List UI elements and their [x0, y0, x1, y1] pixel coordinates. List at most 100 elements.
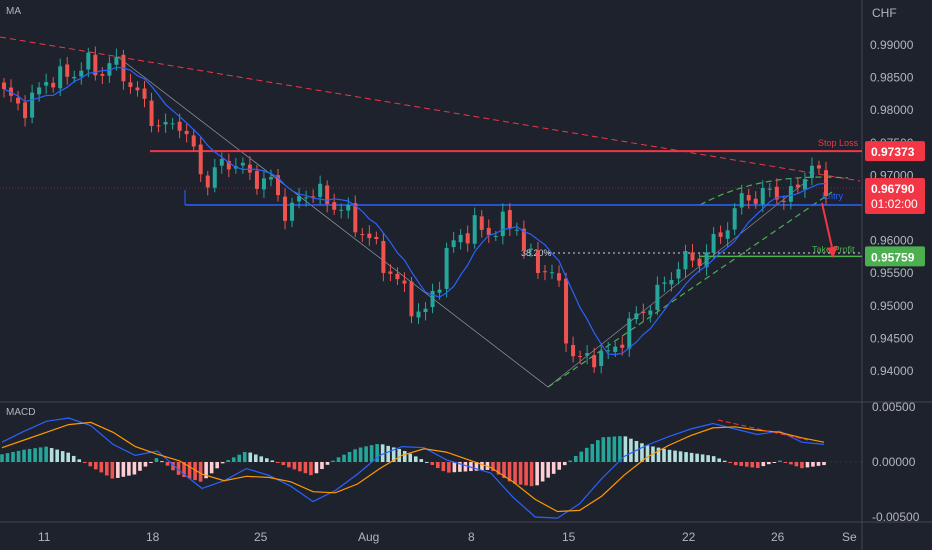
macd-histogram-bar	[127, 462, 131, 476]
macd-histogram-bar	[695, 453, 699, 462]
macd-histogram-bar	[573, 455, 578, 462]
macd-histogram-bar	[535, 462, 539, 486]
stop-loss-price-tag	[865, 141, 925, 162]
descending-trendline	[0, 36, 861, 182]
candle-body	[578, 356, 583, 358]
macd-histogram-bar	[0, 454, 4, 462]
candle-body	[367, 233, 372, 239]
candle-body	[732, 208, 737, 230]
macd-histogram-bar	[480, 462, 484, 471]
macd-histogram-bar	[794, 462, 799, 467]
macd-histogram-bar	[397, 448, 402, 462]
macd-histogram-bar	[292, 462, 297, 470]
macd-histogram-bar	[436, 462, 440, 469]
macd-histogram-bar	[430, 462, 435, 466]
candle-body	[648, 310, 653, 315]
macd-histogram-bar	[601, 437, 606, 462]
macd-histogram-bar	[105, 462, 109, 476]
macd-histogram-bar	[744, 462, 749, 467]
macd-histogram-bar	[171, 462, 175, 471]
candle-body	[493, 236, 498, 238]
macd-histogram-bar	[789, 462, 793, 465]
macd-divergence-line	[717, 419, 809, 441]
macd-line	[1, 417, 825, 519]
take-profit-price-text: 0.95759	[871, 250, 915, 264]
candle-body	[824, 170, 828, 196]
ascending-trendline	[547, 191, 833, 388]
macd-histogram-bar	[722, 460, 727, 462]
projection-arrow-line	[821, 202, 834, 253]
x-tick-label: 25	[254, 530, 268, 544]
candle-body	[781, 200, 786, 202]
macd-histogram-bar	[518, 462, 523, 485]
macd-histogram-bar	[529, 462, 534, 487]
candle-body	[254, 170, 259, 189]
macd-histogram-bar	[524, 462, 528, 486]
candle-body	[219, 159, 224, 166]
candle-body	[655, 284, 660, 310]
macd-histogram-bar	[99, 462, 104, 473]
candle-body	[276, 175, 280, 196]
candle-body	[44, 82, 49, 86]
macd-histogram-bar	[700, 454, 705, 462]
candle-body	[430, 290, 435, 308]
candle-body	[170, 123, 175, 125]
candle-body	[479, 216, 484, 230]
macd-histogram-bar	[298, 462, 302, 472]
macd-histogram-bar	[474, 462, 479, 471]
macd-histogram-bar	[253, 454, 258, 462]
macd-histogram-bar	[816, 462, 821, 466]
candle-body	[318, 183, 323, 197]
macd-histogram-bar	[33, 448, 37, 462]
macd-histogram-bar	[231, 457, 236, 462]
macd-histogram-bar	[502, 462, 506, 478]
macd-histogram-bar	[309, 462, 313, 476]
candle-body	[697, 258, 702, 267]
candle-body	[79, 70, 84, 77]
candle-body	[346, 205, 351, 211]
macd-histogram-bar	[342, 454, 346, 462]
macd-histogram-bar	[215, 462, 219, 469]
macd-histogram-bar	[540, 462, 545, 482]
macd-histogram-bar	[761, 462, 766, 467]
macd-histogram-bar	[380, 444, 385, 462]
y-tick-label: 0.98000	[870, 103, 914, 117]
macd-histogram-bar	[364, 446, 368, 462]
y-tick-label: 0.95000	[870, 299, 914, 313]
macd-histogram-bar	[60, 451, 65, 462]
macd-histogram-bar	[684, 452, 688, 462]
candle-body	[472, 215, 477, 244]
candle-body	[212, 167, 217, 188]
macd-histogram-bar	[755, 462, 760, 469]
candle-body	[156, 125, 161, 127]
candle-body	[676, 269, 681, 279]
x-tick-label: 18	[146, 530, 160, 544]
candle-body	[93, 54, 98, 76]
macd-histogram-bar	[805, 462, 810, 468]
candle-body	[634, 313, 639, 320]
macd-histogram-bar	[562, 462, 567, 466]
macd-histogram-bar	[634, 440, 639, 462]
macd-histogram-bar	[717, 458, 721, 462]
macd-histogram-bar	[391, 447, 396, 462]
macd-histogram-bar	[667, 449, 672, 462]
x-tick-label: 26	[771, 530, 785, 544]
macd-histogram-bar	[55, 449, 59, 462]
projection-arrow-head	[827, 246, 838, 258]
macd-histogram-bar	[154, 458, 159, 462]
candle-body	[528, 248, 533, 250]
macd-histogram-bar	[618, 436, 622, 462]
y-tick-label: 0.98500	[870, 71, 914, 85]
macd-histogram-bar	[165, 462, 170, 466]
currency-label: CHF	[872, 6, 897, 20]
candle-body	[809, 165, 814, 178]
candle-body	[465, 233, 470, 244]
macd-y-tick-label: 0.00000	[872, 455, 916, 469]
moving-average-line	[3, 66, 827, 356]
candle-body	[521, 228, 526, 251]
stop-loss-price-text: 0.97373	[871, 145, 915, 159]
signal-line	[1, 421, 825, 513]
candle-body	[184, 130, 189, 135]
